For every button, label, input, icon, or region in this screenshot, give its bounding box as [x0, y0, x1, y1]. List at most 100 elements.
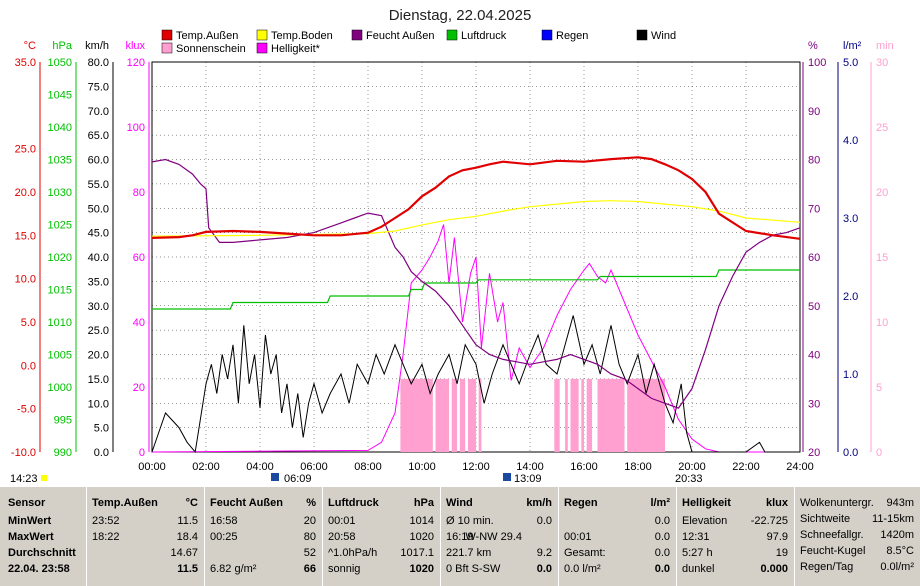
- x-tick-label: 02:00: [192, 461, 220, 473]
- feucht-column-row-value: 20: [303, 515, 316, 527]
- marker-sunrise: 06:09: [284, 473, 312, 485]
- pressure-axis-tick: 990: [54, 447, 72, 459]
- regen-column-row-value: 0.0: [654, 515, 670, 527]
- sunrise-icon: [271, 473, 279, 481]
- temp-aussen-line: [151, 156, 801, 240]
- temp-axis-tick: 15.0: [15, 230, 36, 242]
- feucht-column-unit: %: [306, 497, 316, 509]
- wind-line: [151, 315, 800, 454]
- x-tick-label: 16:00: [570, 461, 598, 473]
- sunmin-axis-tick: 5: [876, 382, 882, 394]
- regen-column-header: Regen: [564, 497, 598, 509]
- legend-swatch: [256, 42, 268, 54]
- extra-column-row-label: Wolkenuntergr.: [800, 497, 874, 509]
- wind-column-row-label: Ø 10 min.: [446, 515, 494, 527]
- wind-axis-tick: 65.0: [88, 130, 109, 142]
- sunshine-bar: [597, 378, 625, 452]
- sunshine-bar: [627, 378, 665, 452]
- wind-axis-unit: km/h: [85, 40, 109, 52]
- feucht-column-row-label: 16:58: [210, 515, 238, 527]
- klux-axis-unit: klux: [125, 40, 145, 52]
- luftdruck-column: Luftdruck hPa 00:01 1014 20:58 1020 ^1.0hPa/h 1…: [322, 487, 441, 586]
- helligkeit-column-row-label: Elevation: [682, 515, 728, 527]
- feucht-column-row-label: 00:25: [210, 531, 238, 543]
- x-tick-label: 12:00: [462, 461, 490, 473]
- pressure-axis-unit: hPa: [52, 40, 72, 52]
- sunshine-bar: [586, 378, 593, 452]
- sunshine-bar: [570, 378, 579, 452]
- sunmin-axis-tick: 10: [876, 317, 888, 329]
- klux-axis-tick: 80: [133, 187, 145, 199]
- feucht-column-row-value: 52: [303, 547, 316, 559]
- legend-label: Regen: [556, 30, 588, 42]
- helligkeit-column: Helligkeit klux Elevation -22.725 12:31 97.9 5…: [676, 487, 795, 586]
- helligkeit-column-row-value: 19: [775, 547, 788, 559]
- wind-column: Wind km/h Ø 10 min. 0.0 16:19 W-NW 29.4 221.7 …: [440, 487, 559, 586]
- extra-column-row-value: 11-15km: [872, 513, 914, 525]
- temp-axis-tick: 10.0: [15, 274, 36, 286]
- helligkeit-column-unit: klux: [765, 497, 788, 509]
- luftdruck-column-row-value: 1014: [409, 515, 434, 527]
- helligkeit-column-row-value: 0.000: [760, 563, 788, 575]
- sunshine-bar: [435, 378, 449, 452]
- temp-axis-tick: -10.0: [11, 447, 36, 459]
- temp-boden-line: [151, 200, 801, 237]
- pressure-axis-tick: 1035: [48, 155, 72, 167]
- wind-column-row-label: 16:19: [446, 531, 474, 543]
- wind-axis-tick: 45.0: [88, 228, 109, 240]
- wind-axis-tick: 35.0: [88, 276, 109, 288]
- legend-swatch: [541, 29, 553, 41]
- extra-column-row-label: Sichtweite: [800, 513, 851, 525]
- temp-column-row-value: 14.67: [170, 547, 198, 559]
- luftdruck-column-header: Luftdruck: [328, 497, 379, 509]
- row-label-avg: Durchschnitt: [8, 547, 76, 559]
- x-tick-label: 10:00: [408, 461, 436, 473]
- humidity-axis-tick: 40: [808, 350, 820, 362]
- plot-area: [151, 61, 801, 454]
- legend-swatch: [636, 29, 648, 41]
- pressure-axis-tick: 1000: [48, 382, 72, 394]
- feucht-column: Feucht Außen% 16:58 20 00:25 80 52 6.82 g/m² 66: [204, 487, 323, 586]
- legend-label: Helligkeit*: [271, 43, 321, 55]
- pressure-axis-tick: 995: [54, 415, 72, 427]
- luftdruck-column-row-value: 1017.1: [400, 547, 434, 559]
- temp-axis-unit: °C: [24, 40, 36, 52]
- pressure-axis-tick: 1005: [48, 350, 72, 362]
- temp-column-header: Temp.Außen: [92, 497, 158, 509]
- pressure-axis-tick: 1010: [48, 317, 72, 329]
- extra-column-row-label: Regen/Tag: [800, 561, 854, 573]
- rain-axis-tick: 1.0: [843, 369, 858, 381]
- regen-column-row-label: 00:01: [564, 531, 592, 543]
- legend-swatch: [351, 29, 363, 41]
- sunshine-bar: [451, 378, 458, 452]
- wind-column-row-label: 221.7 km: [446, 547, 492, 559]
- temp-column: Temp.Außen °C 23:52 11.5 18:22 18.4 14.67 11.5: [86, 487, 205, 586]
- humidity-axis-tick: 100: [808, 57, 826, 69]
- luftdruck-column-row-value: 1020: [409, 563, 434, 575]
- legend-label: Temp.Außen: [176, 30, 238, 42]
- humidity-axis-tick: 30: [808, 398, 820, 410]
- temp-axis-tick: 5.0: [21, 317, 36, 329]
- pressure-axis-tick: 1015: [48, 285, 72, 297]
- sunmin-axis-tick: 15: [876, 252, 888, 264]
- temp-axis-tick: -5.0: [17, 404, 36, 416]
- marker-sunset: 20:33: [675, 473, 703, 485]
- feucht-column-row-value: 66: [303, 563, 316, 575]
- sunshine-bar: [408, 378, 433, 452]
- temp-column-row-label: 23:52: [92, 515, 120, 527]
- sunmin-axis-tick: 20: [876, 187, 888, 199]
- klux-axis-tick: 60: [133, 252, 145, 264]
- sunmin-axis-tick: 25: [876, 122, 888, 134]
- legend-label: Wind: [651, 30, 676, 42]
- klux-axis-tick: 100: [127, 122, 145, 134]
- axes: °C 35.0 25.0 20.0 15.0 10.0 5.0 0.0 -5.0 -10.0 hPa…: [11, 40, 894, 459]
- legend-label: Temp.Boden: [271, 30, 333, 42]
- wind-column-row-mid: W-NW 29.4: [465, 531, 522, 543]
- extra-column-row-value: 943m: [886, 497, 914, 509]
- regen-column-unit: l/m²: [650, 497, 670, 509]
- temp-column-row-value: 11.5: [177, 563, 198, 575]
- legend-label: Sonnenschein: [176, 43, 246, 55]
- regen-column-row-label: 0.0 l/m²: [564, 563, 601, 575]
- wind-axis-tick: 10.0: [88, 398, 109, 410]
- x-tick-label: 22:00: [732, 461, 760, 473]
